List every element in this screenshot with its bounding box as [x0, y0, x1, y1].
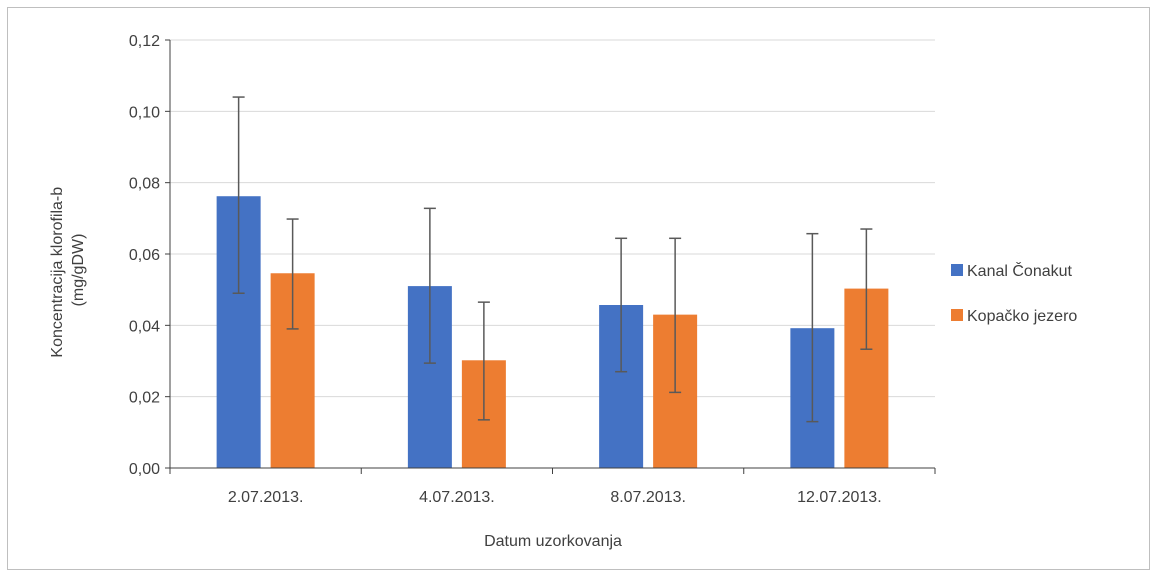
legend-label: Kanal Čonakut [967, 261, 1073, 280]
legend-swatch [951, 264, 963, 276]
x-tick-label: 8.07.2013. [610, 489, 686, 506]
y-axis-title: Koncentracija klorofila-b (mg/gDW) [49, 182, 87, 357]
legend-swatch [951, 309, 963, 321]
y-tick-label: 0,12 [129, 33, 160, 50]
x-tick-label: 2.07.2013. [228, 489, 304, 506]
y-tick-label: 0,02 [129, 390, 160, 407]
error-bars [232, 96, 873, 423]
y-tick-labels: 0,00 0,02 0,04 0,06 0,08 0,10 0,12 [129, 33, 160, 478]
y-axis-title-line2: (mg/gDW) [70, 234, 87, 307]
y-tick-label: 0,06 [129, 247, 160, 264]
x-tick-label: 4.07.2013. [419, 489, 495, 506]
y-tick-label: 0,00 [129, 461, 160, 478]
chart-frame [7, 7, 1150, 570]
y-tick-label: 0,08 [129, 176, 160, 193]
y-tick-label: 0,04 [129, 318, 160, 335]
legend-label: Kopačko jezero [967, 308, 1077, 325]
x-axis-title: Datum uzorkovanja [484, 533, 622, 550]
bars [216, 196, 889, 468]
x-tick-labels: 2.07.2013. 4.07.2013. 8.07.2013. 12.07.2013… [228, 489, 882, 506]
axes [165, 39, 936, 474]
y-tick-label: 0,10 [129, 104, 160, 121]
x-tick-label: 12.07.2013. [797, 489, 882, 506]
legend: Kanal Čonakut Kopačko jezero [951, 261, 1077, 325]
y-axis-title-line1: Koncentracija klorofila-b [49, 187, 66, 358]
